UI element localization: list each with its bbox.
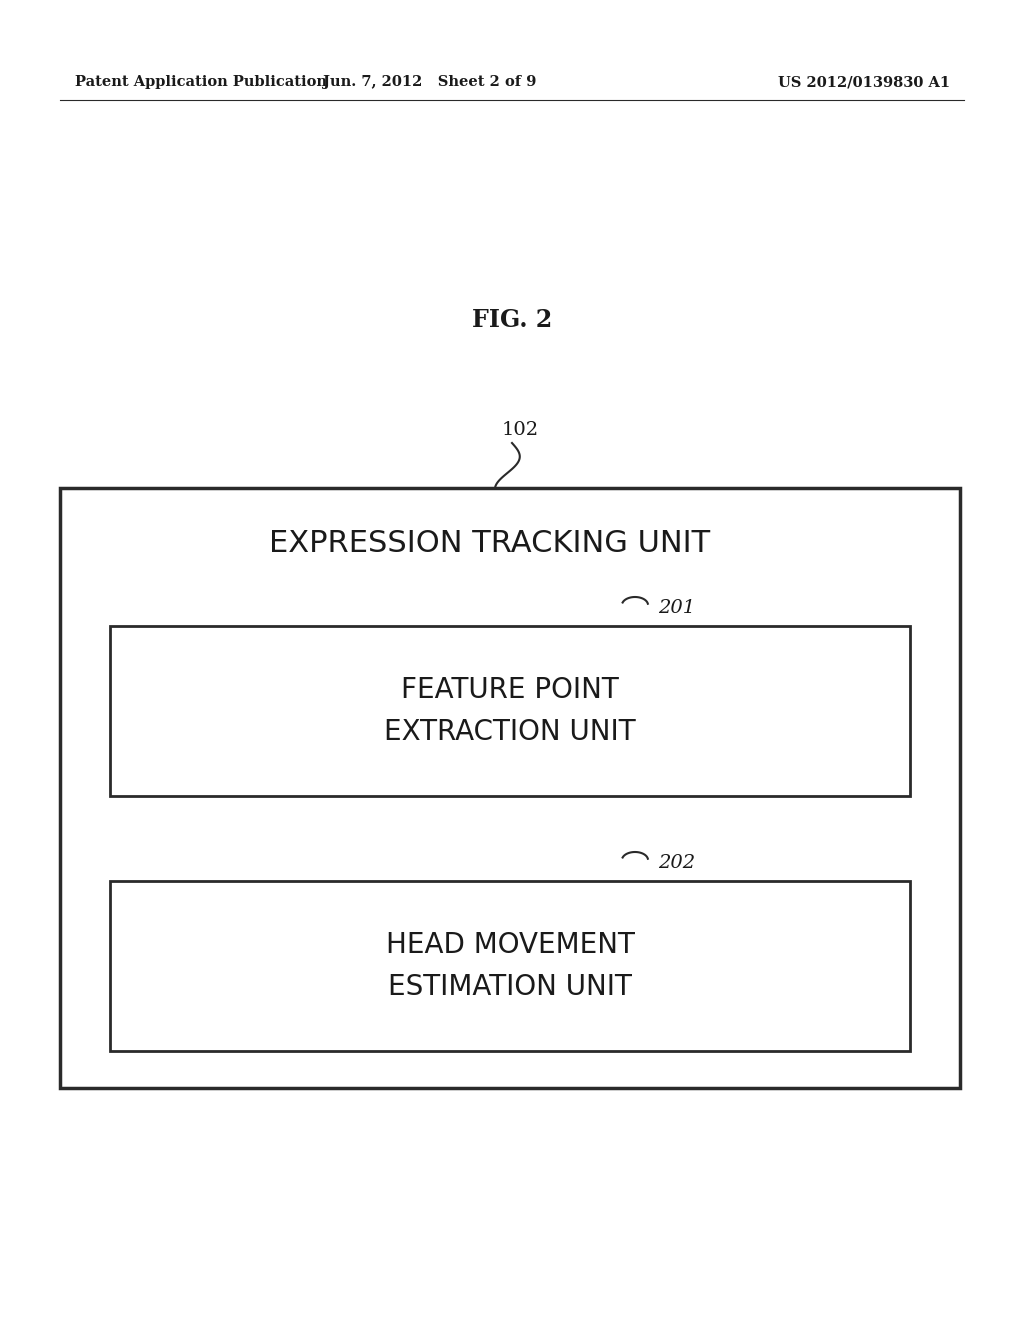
Text: US 2012/0139830 A1: US 2012/0139830 A1 [778, 75, 950, 88]
Text: FIG. 2: FIG. 2 [472, 308, 552, 333]
Text: 102: 102 [502, 421, 539, 440]
Text: 201: 201 [658, 599, 695, 616]
Text: EXPRESSION TRACKING UNIT: EXPRESSION TRACKING UNIT [269, 528, 711, 557]
Text: HEAD MOVEMENT
ESTIMATION UNIT: HEAD MOVEMENT ESTIMATION UNIT [386, 932, 635, 1001]
Text: Patent Application Publication: Patent Application Publication [75, 75, 327, 88]
Bar [110, 880, 910, 1051]
Text: Jun. 7, 2012   Sheet 2 of 9: Jun. 7, 2012 Sheet 2 of 9 [324, 75, 537, 88]
Bar [110, 626, 910, 796]
Text: FEATURE POINT
EXTRACTION UNIT: FEATURE POINT EXTRACTION UNIT [384, 676, 636, 746]
Bar [60, 488, 961, 1088]
Text: 202: 202 [658, 854, 695, 873]
